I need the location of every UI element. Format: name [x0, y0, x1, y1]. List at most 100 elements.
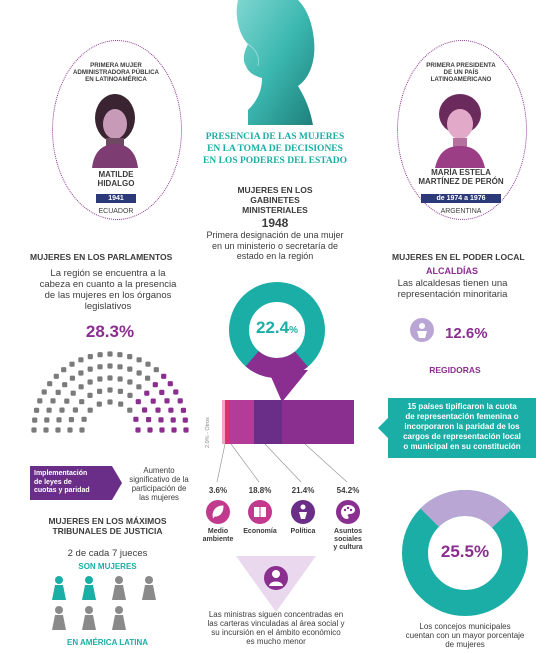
parlamentos-note: Aumento significativo de la participació… [129, 466, 189, 502]
cat-pct-asuntos-sociales: 54.2% [336, 486, 360, 495]
gabinetes-bar [222, 400, 354, 444]
seat [37, 398, 43, 404]
gabinetes-pct: 22.4% [256, 318, 298, 337]
seat [87, 379, 93, 385]
seat [136, 370, 142, 376]
cat-label-politica: Política [290, 528, 316, 535]
seat [107, 387, 113, 393]
seat [87, 366, 93, 372]
matilde-hidalgo-portrait [92, 94, 138, 168]
seat [153, 367, 159, 373]
book-icon [248, 500, 272, 524]
regidoras-box-notch [378, 418, 388, 438]
seat [69, 361, 75, 367]
judge-figure-icon [82, 576, 96, 600]
seat [117, 376, 123, 382]
seat-woman [150, 398, 156, 404]
seat [43, 427, 49, 433]
seat-woman [177, 398, 183, 404]
judge-figure-icon [112, 576, 126, 600]
gabinetes-donut [229, 282, 325, 378]
parliament-hemicycle [31, 351, 189, 433]
bar-segment-economia [229, 400, 255, 444]
seat-woman [135, 427, 141, 433]
right-country: ARGENTINA [440, 208, 482, 215]
seat [46, 407, 52, 413]
seat-woman [182, 417, 188, 423]
seat [107, 351, 113, 357]
tribunales-text: 2 de cada 7 jueces [67, 548, 148, 559]
seat-woman [164, 398, 170, 404]
seat [78, 357, 84, 363]
seat [117, 364, 123, 370]
seat [41, 389, 47, 395]
seat-woman [180, 407, 186, 413]
regidoras-pct: 25.5% [440, 542, 490, 561]
seat [59, 407, 65, 413]
cuotas-tag: Implementación de leyes de cuotas y pari… [30, 466, 112, 500]
right-caption: PRIMERA PRESIDENTA DE UN PAÍS LATINOAMER… [426, 62, 496, 83]
seat [47, 381, 53, 387]
seat [117, 388, 123, 394]
seat [87, 392, 93, 398]
gabinetes-year: 1948 [261, 216, 289, 230]
seat [81, 416, 87, 422]
seat [107, 375, 113, 381]
seat-woman [159, 427, 165, 433]
left-country: ECUADOR [98, 208, 134, 215]
alcaldias-heading: ALCALDÍAS [426, 266, 478, 276]
seat [127, 354, 133, 360]
seat [61, 367, 67, 373]
poder-local-heading: MUJERES EN EL PODER LOCAL [392, 252, 525, 262]
judge-figure-icon [52, 606, 66, 630]
parlamentos-text: La región se encuentra a la cabeza en cu… [39, 268, 177, 312]
parlamentos-heading: MUJERES EN LOS PARLAMENTOS [30, 252, 173, 262]
seat [107, 363, 113, 369]
seat [145, 361, 151, 367]
seat [55, 427, 61, 433]
seat-woman [152, 382, 158, 388]
parlamentos-pct: 28.3% [85, 322, 135, 341]
seat [78, 384, 84, 390]
seat [67, 427, 73, 433]
right-portrait-frame [397, 40, 527, 220]
seat-woman [146, 417, 152, 423]
regidoras-donut [402, 490, 528, 616]
bar-connectors [216, 444, 348, 483]
seat [136, 384, 142, 390]
gabinetes-text: Primera designación de una mujer en un m… [206, 230, 344, 261]
podium-icon [291, 500, 315, 524]
seat [127, 366, 133, 372]
regidoras-donut-share [402, 490, 528, 616]
judge-figure-icon [142, 576, 156, 600]
seat [44, 417, 50, 423]
cat-label-medio-ambiente: Medio ambiente [202, 528, 234, 543]
seat [78, 370, 84, 376]
seat [31, 427, 37, 433]
right-name: MARÍA ESTELA MARTÍNEZ DE PERÓN [418, 168, 504, 186]
page-title: PRESENCIA DE LAS MUJERES EN LA TOMA DE D… [203, 132, 347, 166]
seat [50, 398, 56, 404]
alcaldias-text: Las alcaldesas tienen una representación… [397, 278, 508, 300]
seat [127, 392, 133, 398]
seat [136, 357, 142, 363]
seat-woman [171, 427, 177, 433]
regidoras-footer: Los concejos municipales cuentan con un … [405, 622, 525, 649]
seat [97, 352, 103, 358]
seat [53, 373, 59, 379]
left-name: MATILDE HIDALGO [97, 170, 135, 188]
seat-woman [155, 407, 161, 413]
seat [107, 399, 113, 405]
alcaldesa-icon [410, 318, 434, 342]
left-year-ribbon: 1941 [96, 194, 136, 203]
regidoras-box: 15 países tipificaron la cuota de repres… [388, 398, 536, 458]
judge-figure-icon [112, 606, 126, 630]
seat [145, 375, 151, 381]
left-caption: PRIMERA MUJER ADMINISTRADORA PÚBLICA EN … [72, 62, 160, 83]
woman-silhouette-icon [236, 0, 315, 125]
seat [56, 417, 62, 423]
alcaldias-pct: 12.6% [445, 325, 488, 342]
seat [72, 407, 78, 413]
cuotas-tag-arrow [112, 466, 122, 500]
